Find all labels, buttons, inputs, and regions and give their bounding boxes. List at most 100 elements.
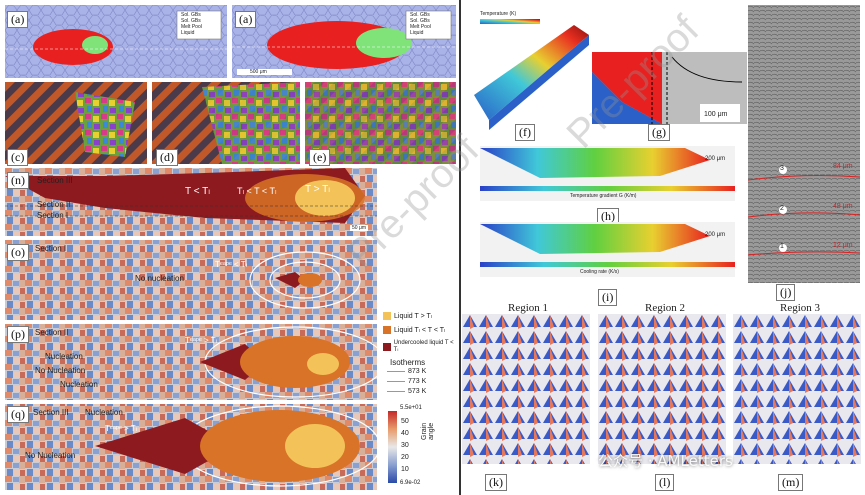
panel-label-d: (d) <box>156 149 178 166</box>
colorbar-tick-50: 50 <box>401 418 409 425</box>
panel-a2-legend-4: Liquid <box>410 30 424 36</box>
colorbar-tick-20: 20 <box>401 454 409 461</box>
panel-h-axis-label: Temperature gradient G (K/m) <box>570 193 637 199</box>
j-label-12: 12 μm <box>833 242 853 249</box>
panel-a2-legend-3: Melt Pool <box>410 24 431 30</box>
panel-a2-legend-1: Sol. GBs <box>410 12 430 18</box>
section-q: Section III <box>33 408 69 417</box>
panel-k <box>462 314 590 464</box>
panel-k-grain-cube <box>462 314 590 464</box>
panel-label-k: (k) <box>485 474 507 491</box>
j-label-84: 84 μm <box>833 163 853 170</box>
panel-j-micrograph <box>748 5 860 283</box>
panel-label-m: (m) <box>778 474 804 491</box>
panel-label-a2: (a) <box>235 11 257 28</box>
q-no-nucleation: No Nucleation <box>25 451 76 460</box>
panel-h-scale: 200 μm <box>705 156 726 162</box>
panel-i-cooling-rate-map <box>480 224 735 267</box>
panel-a-left-grain-map <box>5 5 227 78</box>
panel-a-legend-1: Sol. GBs <box>181 12 201 18</box>
panel-label-n: (n) <box>7 172 29 189</box>
panel-h: 200 μm Temperature gradient G (K/m) <box>480 146 735 201</box>
isotherm-line-3 <box>387 391 405 392</box>
panel-a-scale-bar: 500 μm <box>250 69 267 75</box>
p-nucleation-1: Nucleation <box>45 352 83 361</box>
panel-label-j: (j) <box>776 284 796 301</box>
panel-label-i: (i) <box>598 289 618 306</box>
panel-n-o-p-q-frame: Section III Section II Section I T < Tₗ … <box>5 168 456 490</box>
panel-g: 100 μm <box>592 52 747 124</box>
footer-brand: 公众号 · AMLetters <box>598 452 733 470</box>
panel-a-legend-3: Melt Pool <box>181 24 202 30</box>
colorbar-tick-10: 10 <box>401 466 409 473</box>
panel-label-p: (p) <box>7 326 29 343</box>
panel-m-grain-cube <box>733 314 861 464</box>
panel-m <box>733 314 861 464</box>
panel-l-grain-cube <box>598 314 726 464</box>
isotherm-3-label: 573 K <box>408 388 427 395</box>
colorbar-max: 5.5e+01 <box>400 405 422 411</box>
panel-g-meltpool-section <box>592 52 743 124</box>
o-nucleation-text: No nucleation <box>135 274 184 283</box>
panel-l <box>598 314 726 464</box>
isotherm-3: 573 K <box>387 388 426 395</box>
panel-j: 3 2 1 <box>748 5 860 283</box>
panel-label-l: (l) <box>655 474 675 491</box>
panel-i: 200 μm Cooling rate (K/s) <box>480 222 735 277</box>
section-p: Section II <box>35 328 69 337</box>
n-zone-3: T > Tₗ <box>305 184 330 195</box>
panel-a-legend-4: Liquid <box>181 30 195 36</box>
panel-i-axis-label: Cooling rate (K/s) <box>580 269 619 275</box>
n-scale-bar: 50 μm <box>350 225 368 231</box>
panel-d <box>152 82 300 164</box>
panel-label-c: (c) <box>7 149 29 166</box>
panel-a2-legend-2: Sol. GBs <box>410 18 430 24</box>
panel-c-microstructure <box>5 82 147 164</box>
liquid-legend-2-label: Liquid Tₗ < T < Tₗ <box>394 327 446 334</box>
n-zone-1: T < Tₗ <box>185 186 210 197</box>
panel-h-gradient-map <box>480 148 735 191</box>
j-mark-3: 3 <box>780 165 784 172</box>
panel-d-microstructure <box>152 82 300 164</box>
panel-a-right-grain-map <box>232 5 456 78</box>
q-temp-text: Tᵉᵃᵖᵉ > Tₗ <box>105 424 138 433</box>
colorbar-tick-40: 40 <box>401 430 409 437</box>
isotherm-2: 773 K <box>387 378 426 385</box>
isotherm-line-1 <box>387 371 405 372</box>
column-divider <box>459 0 461 495</box>
section-n-bot: Section I <box>37 211 69 220</box>
p-temp-text: Tᵉᵃᵖᵉ > Tₗ <box>185 336 218 345</box>
j-mark-1: 1 <box>780 243 784 250</box>
colorbar-min: 6.9e-02 <box>400 480 421 486</box>
isotherm-2-label: 773 K <box>408 378 427 385</box>
isotherms-title: Isotherms <box>390 358 426 367</box>
panel-a-left: Sol. GBs Sol. GBs Melt Pool Liquid <box>5 5 227 78</box>
panel-c <box>5 82 147 164</box>
section-n-top: Section III <box>37 176 73 185</box>
section-o: Section I <box>35 244 67 253</box>
panel-a-right: Sol. GBs Sol. GBs Melt Pool Liquid 500 μ… <box>232 5 456 78</box>
panel-f-colorbar-title: Temperature (K) <box>480 11 517 17</box>
panel-label-q: (q) <box>7 406 29 423</box>
j-mark-2: 2 <box>780 205 784 212</box>
panel-label-e: (e) <box>309 149 331 166</box>
region-2-title: Region 2 <box>645 302 686 314</box>
j-label-48: 48 μm <box>833 203 853 210</box>
q-nucleation: Nucleation <box>85 408 123 417</box>
swatch-liquid-1 <box>383 312 391 320</box>
colorbar-tick-30: 30 <box>401 442 409 449</box>
liquid-legend-1: Liquid T > Tₗ <box>383 312 432 320</box>
swatch-liquid-3 <box>383 342 391 351</box>
liquid-legend-3-label: Undercooled liquid T < Tₗ <box>393 340 454 353</box>
liquid-legend-2: Liquid Tₗ < T < Tₗ <box>383 326 445 334</box>
region-3-title: Region 3 <box>780 302 821 314</box>
liquid-legend-1-label: Liquid T > Tₗ <box>394 313 432 320</box>
region-1-title: Region 1 <box>508 302 549 314</box>
panel-label-g: (g) <box>648 124 670 141</box>
section-n-mid: Section II <box>37 200 71 209</box>
liquid-legend-3: Undercooled liquid T < Tₗ <box>383 340 456 353</box>
panel-g-scale: 100 μm <box>704 111 728 118</box>
panel-label-o: (o) <box>7 244 29 261</box>
n-zone-2: Tₗ < T < Tₗ <box>237 186 277 196</box>
p-no-nucleation: No Nucleation <box>35 366 86 375</box>
